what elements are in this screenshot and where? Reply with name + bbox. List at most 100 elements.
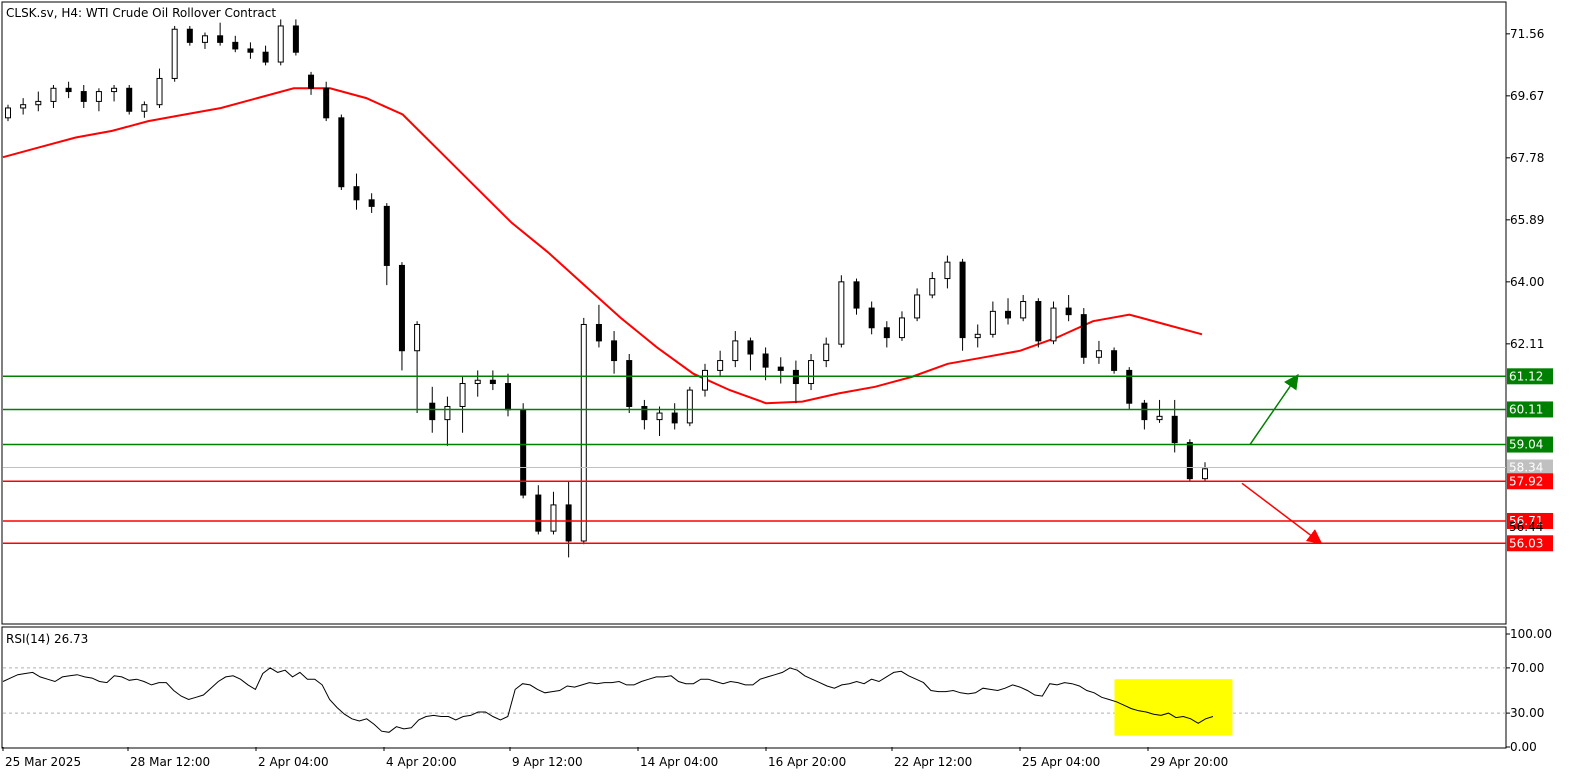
candle [398, 262, 405, 371]
candle-body [641, 405, 648, 421]
candle [520, 403, 527, 499]
candle-body [1202, 468, 1208, 480]
candle-body [20, 104, 27, 109]
support-level-label: 56.71 [1509, 514, 1543, 528]
rsi-panel-frame [1, 626, 1507, 749]
candle-body [883, 327, 890, 339]
candle-body [429, 402, 436, 421]
candle [1156, 399, 1163, 423]
candle [959, 258, 966, 351]
candle [701, 363, 708, 397]
resistance-level-badge [1507, 436, 1553, 453]
candle-body [777, 366, 784, 371]
rsi-indicator: 100.00 70.00 30.00 0.00 [2, 627, 1552, 754]
overlapped-price-label: 56.44 [1509, 520, 1543, 534]
candle-body [535, 494, 542, 532]
candle [1080, 308, 1087, 364]
candle [292, 19, 299, 56]
candle-body [338, 117, 345, 188]
candle [686, 386, 693, 427]
candle-body [489, 379, 496, 385]
price-tick-label: 71.56 [1510, 27, 1544, 41]
candle [914, 288, 921, 322]
support-level-label: 56.03 [1509, 536, 1543, 550]
candle-body [959, 261, 966, 339]
candle [171, 25, 178, 82]
candle-body [505, 383, 512, 411]
resistance-level-label: 61.12 [1509, 369, 1543, 383]
support-resistance-levels: 58.34 61.12 60.11 59.04 57.92 56.71 56.03 56.44 [3, 368, 1553, 552]
candle [671, 403, 678, 430]
candle [1202, 462, 1208, 482]
candle [20, 98, 27, 115]
candle [459, 376, 466, 433]
candle-body [444, 405, 451, 421]
rsi-tick-label: 100.00 [1510, 627, 1552, 641]
candle-body [1095, 350, 1102, 358]
candle [5, 104, 11, 122]
candle [35, 91, 42, 112]
price-tick-label: 62.11 [1510, 337, 1544, 351]
candle-body [1080, 314, 1087, 358]
candle-body [414, 323, 421, 352]
candle-body [1005, 310, 1012, 319]
candle [868, 301, 875, 335]
candle-body [474, 379, 481, 385]
candle-body [1141, 402, 1148, 421]
resistance-level-badge [1507, 368, 1553, 385]
candle-body [717, 360, 724, 371]
price-tick-label: 69.67 [1510, 89, 1544, 103]
candle [308, 71, 315, 95]
candle-body [1171, 415, 1178, 444]
candle-body [201, 35, 208, 43]
candle-body [35, 100, 42, 106]
candle-body [898, 317, 905, 339]
candle [656, 406, 663, 437]
candle [368, 193, 375, 213]
candle-body [277, 25, 284, 63]
candle-body [141, 104, 148, 112]
price-tick-label: 67.78 [1510, 151, 1544, 165]
rsi-title: RSI(14) 26.73 [6, 632, 88, 646]
candle-body [111, 87, 118, 93]
candle [898, 311, 905, 341]
candle-body [95, 91, 102, 102]
time-tick-label: 4 Apr 20:00 [386, 755, 457, 769]
up-arrow [1249, 373, 1299, 445]
time-tick-label: 2 Apr 04:00 [258, 755, 329, 769]
resistance-level-label: 60.11 [1509, 402, 1543, 416]
rsi-tick-label: 70.00 [1510, 661, 1544, 675]
rsi-tick-label: 0.00 [1510, 740, 1537, 754]
candle [732, 331, 739, 368]
moving-average-line [2, 87, 1203, 405]
candle [126, 85, 133, 115]
time-tick-label: 9 Apr 12:00 [512, 755, 583, 769]
candle [535, 485, 542, 535]
rsi-line [2, 667, 1214, 733]
moving-average [2, 87, 1203, 405]
candle-body [868, 307, 875, 329]
candle-body [1186, 442, 1193, 480]
candle-body [595, 323, 602, 342]
candle [717, 350, 724, 377]
candle-body [550, 504, 557, 532]
candle [277, 19, 284, 66]
resistance-level-badge [1507, 401, 1553, 418]
candle-body [80, 91, 87, 102]
chart-title: CLSK.sv, H4: WTI Crude Oil Rollover Cont… [6, 6, 276, 20]
candle [1020, 294, 1027, 322]
candle-body [823, 343, 830, 362]
candle [808, 354, 815, 391]
candle [823, 337, 830, 368]
candle-body [914, 294, 921, 319]
candle-body [1035, 301, 1042, 342]
time-tick-label: 29 Apr 20:00 [1150, 755, 1228, 769]
candle [641, 399, 648, 430]
candle-body [247, 48, 254, 53]
candle [1035, 298, 1042, 348]
candle-body [520, 409, 527, 496]
candle-body [1156, 415, 1163, 421]
candle-body [156, 77, 163, 106]
time-tick-label: 28 Mar 12:00 [130, 755, 210, 769]
